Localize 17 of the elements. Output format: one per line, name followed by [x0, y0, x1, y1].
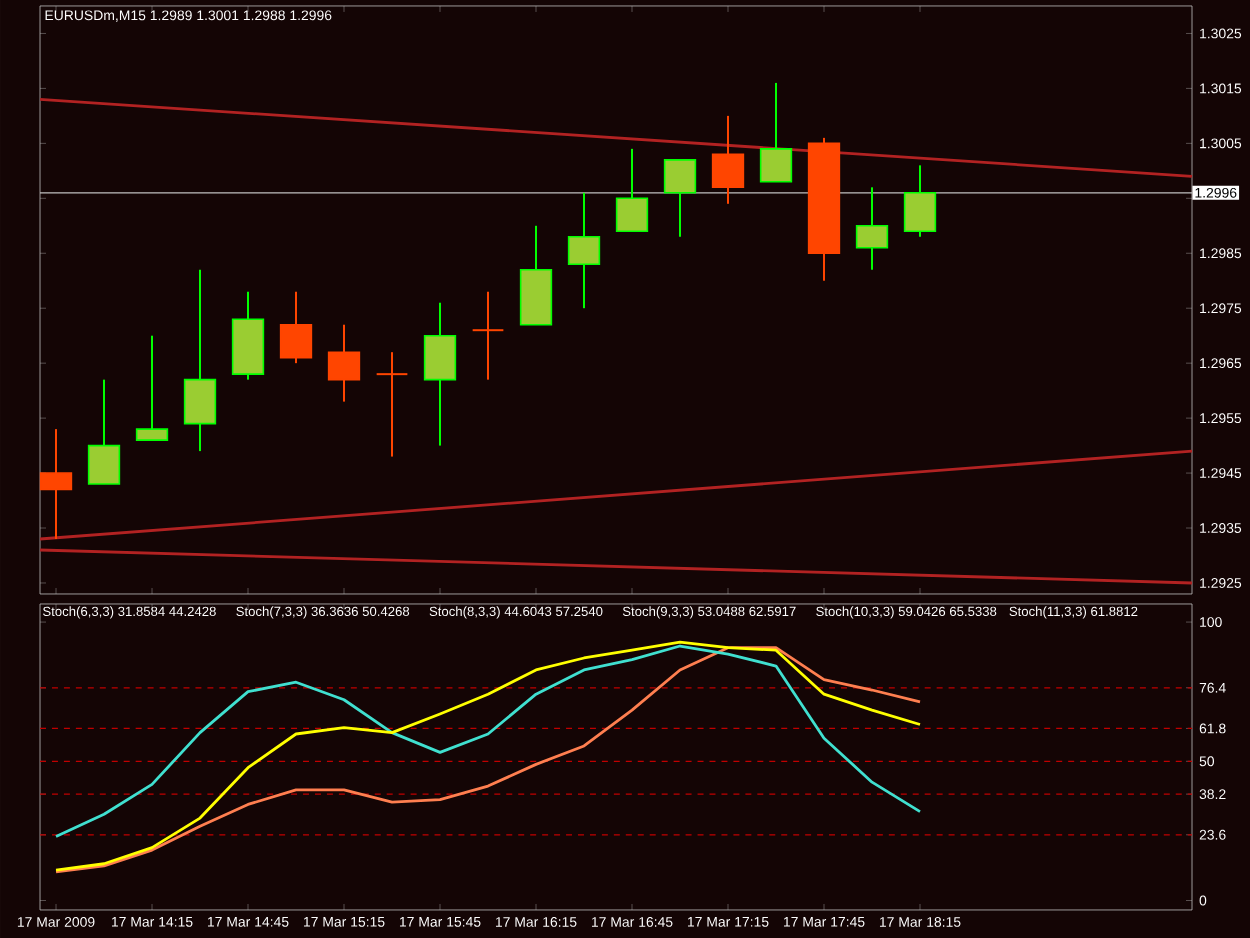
candlestick — [855, 186, 889, 271]
candlestick — [567, 191, 601, 310]
candlestick — [711, 114, 745, 205]
candlestick — [615, 147, 649, 233]
candlestick — [87, 378, 121, 486]
candlestick — [759, 81, 793, 183]
candlestick — [423, 301, 457, 447]
candlestick — [375, 351, 409, 458]
candlestick — [279, 290, 313, 365]
candlestick — [183, 268, 217, 453]
candlestick — [135, 334, 169, 442]
candlestick — [903, 164, 937, 238]
candlestick — [327, 323, 361, 403]
candlestick — [663, 158, 697, 238]
candlestick — [39, 428, 73, 541]
candlestick — [471, 290, 505, 381]
line-series — [54, 644, 922, 838]
